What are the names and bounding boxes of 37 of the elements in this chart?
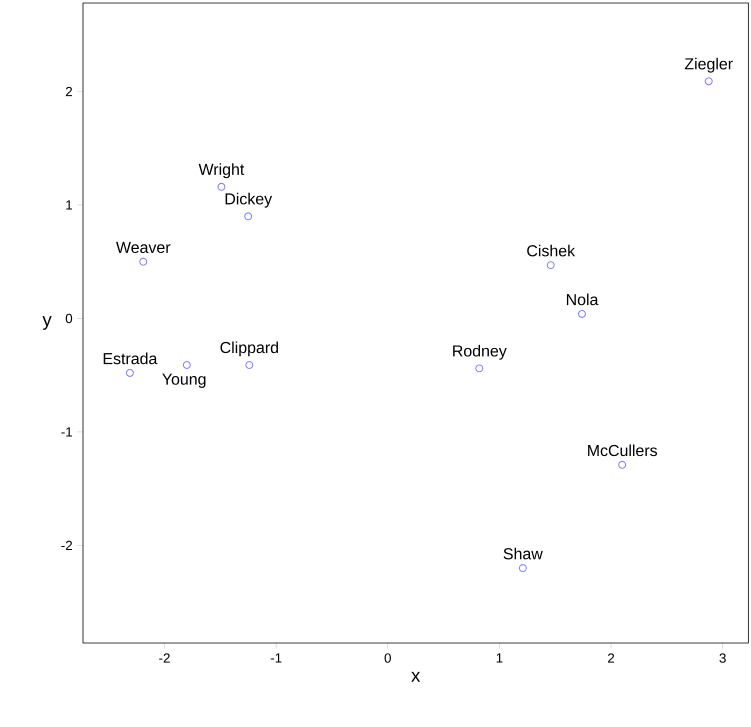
annotation: Young xyxy=(162,374,206,388)
annotation: Clippard xyxy=(220,341,278,356)
point xyxy=(518,564,527,572)
x-tick-label: -2 xyxy=(159,653,170,663)
x-tick-label: 1 xyxy=(496,653,502,662)
annotation: Cishek xyxy=(527,244,576,256)
annotation: Weaver xyxy=(116,242,170,254)
annotation: Shaw xyxy=(504,548,543,560)
point xyxy=(245,361,254,369)
point xyxy=(244,212,252,220)
point xyxy=(218,182,226,191)
y-tick-label: -1 xyxy=(61,427,72,437)
x-tick-label: -1 xyxy=(270,653,282,662)
annotation: Wright xyxy=(198,163,244,178)
point xyxy=(578,310,586,318)
y-tick-label: 1 xyxy=(66,200,72,210)
x-axis-title: x xyxy=(411,672,420,682)
y-tick-label: 2 xyxy=(66,86,72,96)
point xyxy=(139,258,148,266)
x-tick-label: 2 xyxy=(608,653,614,663)
annotation: Ziegler xyxy=(684,58,733,73)
annotation: McCullers xyxy=(588,444,658,456)
point xyxy=(704,77,713,86)
annotation: Dickey xyxy=(226,192,272,208)
point xyxy=(618,460,626,469)
point xyxy=(126,369,134,377)
point xyxy=(546,261,555,270)
y-axis-title: y xyxy=(42,316,52,330)
point xyxy=(182,361,191,369)
annotation: Estrada xyxy=(104,352,158,364)
annotation: Nola xyxy=(566,294,598,306)
annotation: Rodney xyxy=(453,344,507,360)
x-tick-label: 0 xyxy=(384,653,391,663)
point xyxy=(475,364,484,372)
y-tick-label: 0 xyxy=(66,314,72,324)
x-tick-label: 3 xyxy=(719,653,726,663)
y-tick-label: -2 xyxy=(61,540,72,550)
